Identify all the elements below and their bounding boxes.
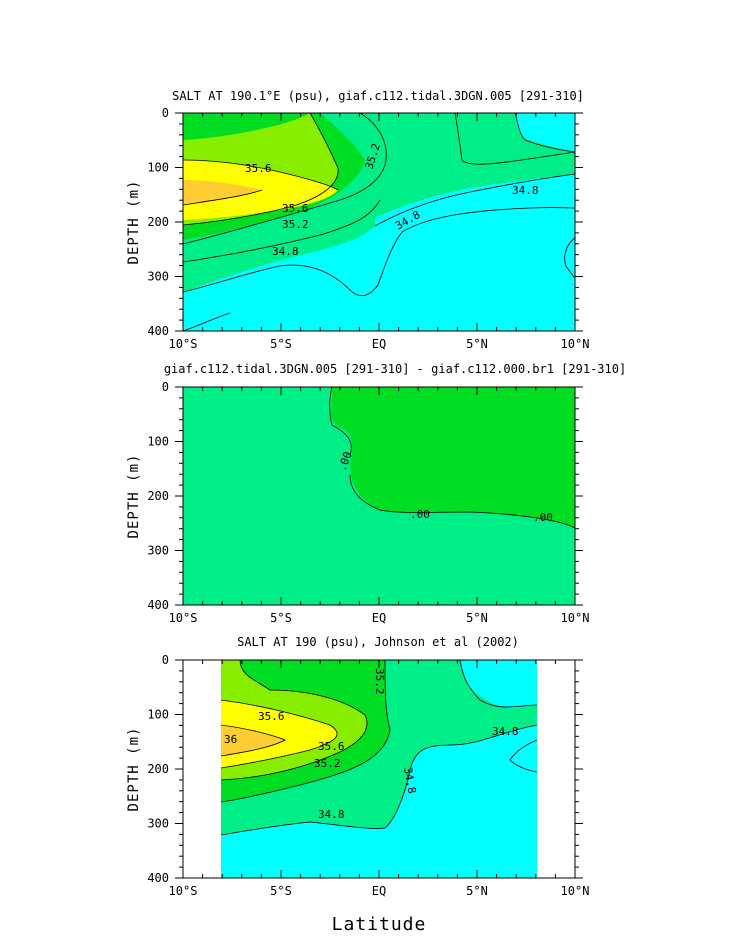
- p3-label-2: 36: [224, 733, 237, 746]
- p1-contour-ne: [514, 112, 576, 153]
- p1-fill-ne-fresh: [515, 113, 575, 152]
- y-tick-label: 400: [147, 871, 169, 885]
- panel-3-filled-contours: [221, 660, 537, 878]
- panel-1-title: SALT AT 190.1°E (psu), giaf.c112.tidal.3…: [172, 89, 584, 103]
- p3-label-5: 34.8: [401, 766, 418, 794]
- y-tick-label: 100: [147, 161, 169, 175]
- y-tick-label: 100: [147, 708, 169, 722]
- panel-2-ticks: 10°S 5°S EQ 5°N 10°N 0 100 200 300 400: [147, 380, 589, 625]
- panel-2-ylabel: DEPTH (m): [126, 454, 142, 539]
- p1-fill-top-green: [183, 113, 310, 140]
- x-axis-title: Latitude: [332, 914, 427, 935]
- p3-contour-e: [509, 739, 538, 773]
- p1-contour-34.8-deep: [182, 207, 576, 297]
- x-tick-label: 10°N: [561, 337, 590, 351]
- p3-contour-36: [220, 724, 286, 757]
- x-tick-label: EQ: [372, 884, 386, 898]
- p2-contour-0-b: [349, 474, 576, 529]
- y-tick-label: 100: [147, 435, 169, 449]
- x-tick-label: 5°N: [466, 611, 488, 625]
- p1-contour-34.6: [182, 312, 231, 332]
- p1-contour-35.6-upper: [182, 159, 339, 191]
- y-tick-label: 400: [147, 324, 169, 338]
- panel-1: SALT AT 190.1°E (psu), giaf.c112.tidal.3…: [126, 89, 589, 351]
- y-tick-label: 0: [162, 653, 169, 667]
- x-tick-label: 10°S: [169, 611, 198, 625]
- p1-contour-34.9-east: [454, 112, 576, 165]
- panel-3-contour-lines: [220, 659, 538, 836]
- p1-contour-35.6-inner: [182, 189, 263, 206]
- x-tick-label: 5°S: [270, 611, 292, 625]
- panel-3-ylabel: DEPTH (m): [126, 727, 142, 812]
- x-tick-label: 5°S: [270, 337, 292, 351]
- p1-contour-35.0: [182, 112, 387, 245]
- x-tick-label: EQ: [372, 611, 386, 625]
- p1-label-0: 35.6: [245, 162, 272, 175]
- p3-contour-35.2: [220, 659, 391, 803]
- p3-contour-35.6: [220, 699, 338, 769]
- p2-label-2: .00: [533, 511, 553, 524]
- p1-contour-34.8-upper: [374, 173, 576, 227]
- panel-2-title: giaf.c112.tidal.3DGN.005 [291-310] - gia…: [164, 362, 626, 376]
- p1-label-1: 35.6: [282, 202, 309, 215]
- p3-label-6: 34.8: [318, 808, 345, 821]
- p1-label-4: 34.8: [272, 245, 299, 258]
- y-tick-label: 200: [147, 489, 169, 503]
- p1-label-6: 34.8: [512, 184, 539, 197]
- panel-3-ticks: 10°S 5°S EQ 5°N 10°N 0 100 200 300 400: [147, 653, 589, 898]
- p3-contour-ne: [459, 659, 538, 708]
- y-tick-label: 300: [147, 270, 169, 284]
- x-tick-label: 5°N: [466, 884, 488, 898]
- y-tick-label: 300: [147, 544, 169, 558]
- p2-fill-positive: [330, 387, 575, 528]
- p2-label-1: .00: [410, 508, 430, 521]
- p2-contour-0-a: [329, 386, 352, 456]
- y-tick-label: 0: [162, 380, 169, 394]
- p1-contour-35.2: [182, 112, 339, 226]
- panel-3-contour-labels: 35.2 35.6 36 35.6 35.2 34.8 34.8 34.8: [224, 668, 519, 821]
- p3-label-0: 35.2: [373, 668, 386, 695]
- y-tick-label: 300: [147, 817, 169, 831]
- p3-fill-fresh-ne: [460, 660, 537, 709]
- p1-fill-gt-35.8: [183, 180, 262, 205]
- panel-1-filled-contours: [183, 113, 575, 331]
- p3-contour-34.8: [220, 724, 538, 836]
- p3-contour-35.4: [220, 659, 368, 781]
- y-tick-label: 200: [147, 762, 169, 776]
- p3-label-4: 35.2: [314, 757, 341, 770]
- p3-label-3: 35.6: [318, 740, 345, 753]
- p1-contour-east-pocket: [564, 237, 576, 279]
- x-tick-label: 5°S: [270, 884, 292, 898]
- p3-fill-fresh-deep: [221, 725, 537, 878]
- x-tick-label: 10°N: [561, 611, 590, 625]
- p3-fill-36: [221, 725, 285, 756]
- p1-fill-deep: [183, 207, 575, 331]
- panel-2: giaf.c112.tidal.3DGN.005 [291-310] - gia…: [126, 362, 626, 625]
- y-tick-label: 400: [147, 598, 169, 612]
- panel-1-contour-lines: [182, 112, 576, 332]
- x-tick-label: 5°N: [466, 337, 488, 351]
- y-tick-label: 200: [147, 215, 169, 229]
- y-tick-label: 0: [162, 106, 169, 120]
- panel-3: SALT AT 190 (psu), Johnson et al (2002) …: [126, 635, 589, 898]
- panel-1-ylabel: DEPTH (m): [126, 180, 142, 265]
- p1-label-3: 35.2: [282, 218, 309, 231]
- p3-label-1: 35.6: [258, 710, 285, 723]
- x-tick-label: 10°S: [169, 884, 198, 898]
- p3-label-7: 34.8: [492, 725, 519, 738]
- p1-contour-34.9: [182, 199, 381, 263]
- panel-3-title: SALT AT 190 (psu), Johnson et al (2002): [237, 635, 519, 649]
- x-tick-label: EQ: [372, 337, 386, 351]
- x-tick-label: 10°S: [169, 337, 198, 351]
- panel-1-ticks: 10°S 5°S EQ 5°N 10°N 0 100 200 300 400: [147, 106, 589, 351]
- p2-label-0: .00: [336, 450, 355, 473]
- x-tick-label: 10°N: [561, 884, 590, 898]
